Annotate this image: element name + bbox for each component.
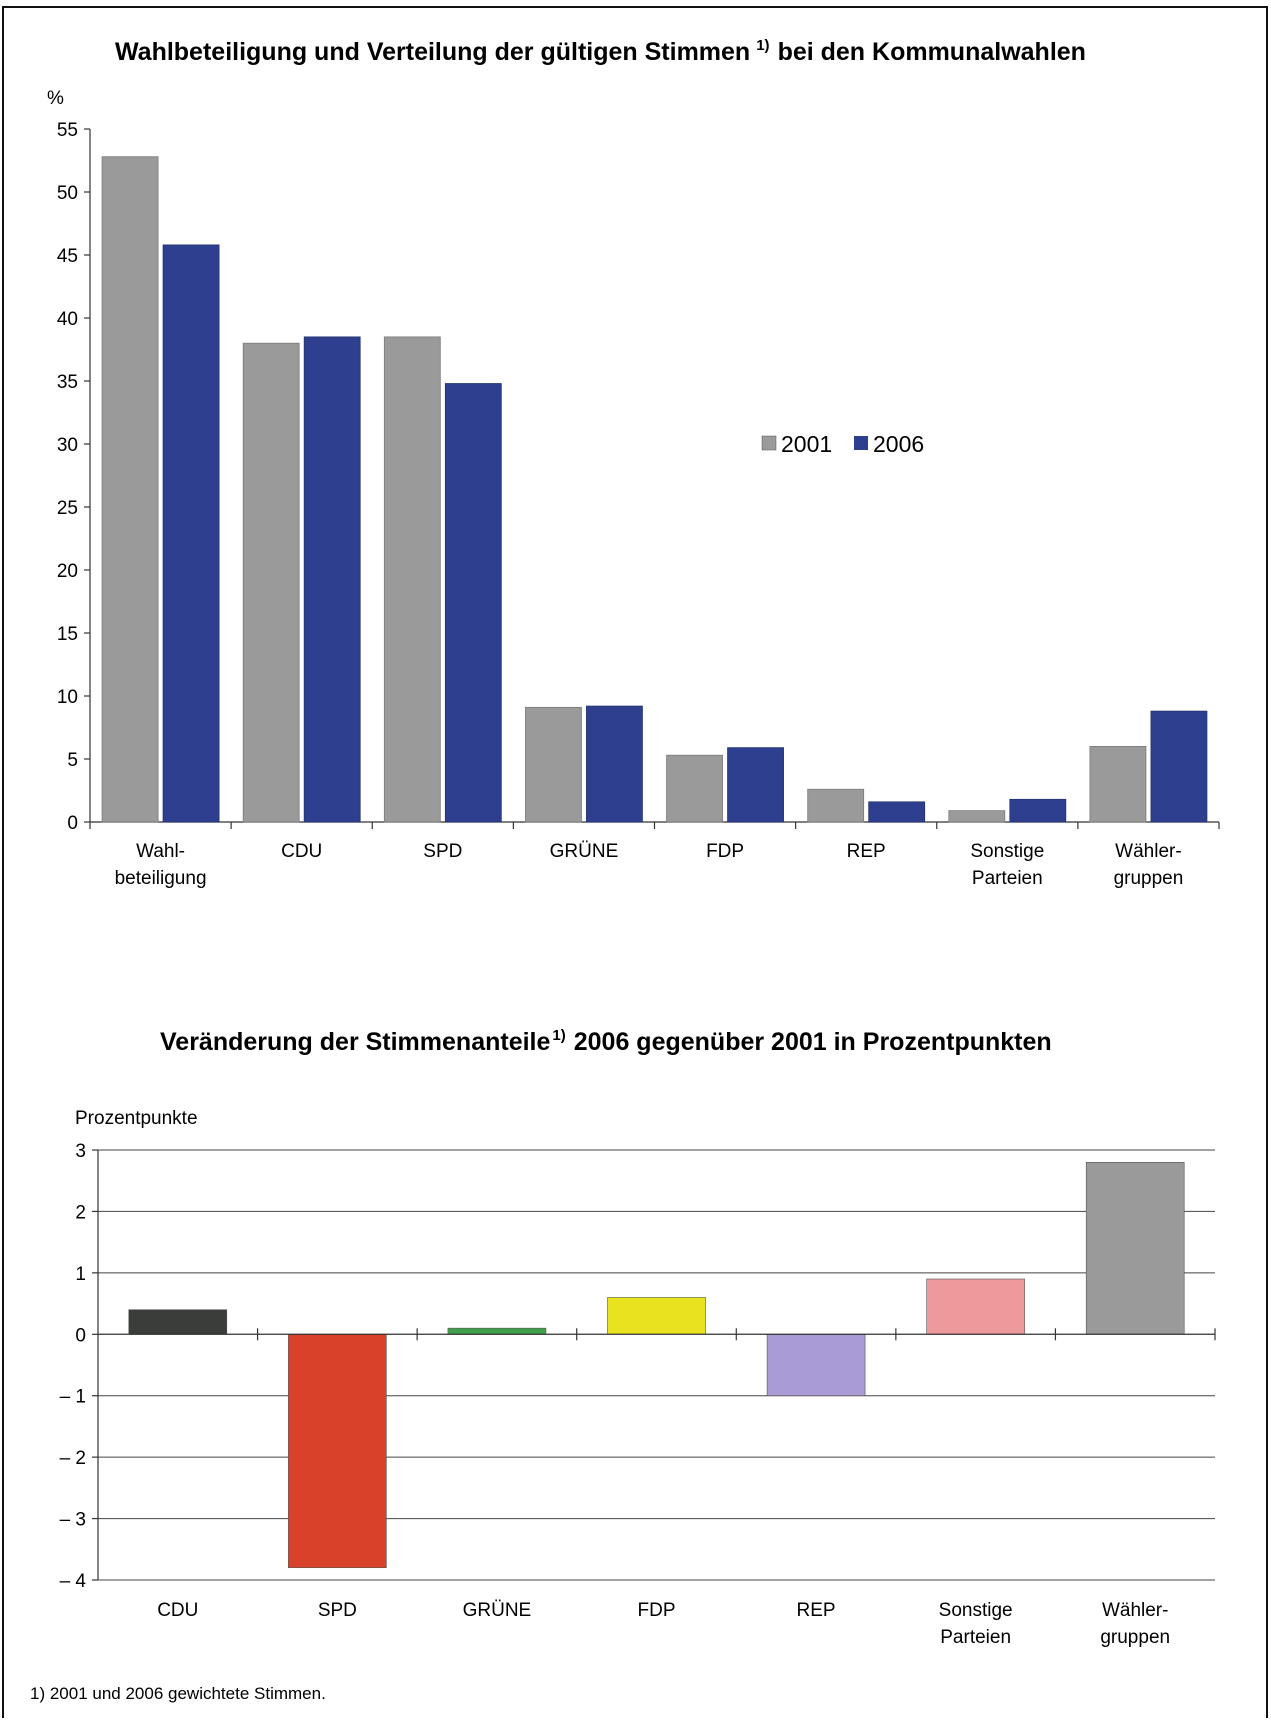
chart2-y-tick-label: – 3 — [60, 1510, 86, 1531]
chart2-y-tick-label: 0 — [75, 1325, 86, 1346]
chart2-y-tick-label: 2 — [75, 1202, 86, 1223]
chart2-bar-spd — [288, 1333, 387, 1569]
chart2-y-tick-label: – 2 — [60, 1448, 86, 1469]
chart1-category-label: GRÜNE — [550, 841, 619, 862]
chart1-category-label: SPD — [423, 841, 462, 862]
chart1-bar-2006 — [162, 244, 220, 823]
chart1-y-tick-label: 5 — [67, 750, 78, 771]
footnote: 1) 2001 und 2006 gewichtete Stimmen. — [30, 1684, 326, 1703]
chart1-bar-2006 — [1150, 710, 1208, 823]
chart2-bar-cdu — [128, 1309, 228, 1335]
chart1-bar-2001 — [666, 754, 723, 823]
chart2-bar-grüne — [447, 1327, 547, 1335]
chart2-y-tick-label: – 1 — [60, 1387, 86, 1408]
legend-label-2006: 2006 — [873, 431, 924, 457]
chart1-bar-2006 — [868, 801, 926, 823]
chart1-bar-2006 — [1009, 798, 1067, 823]
chart2-y-tick-label: 3 — [75, 1141, 86, 1162]
chart1-category-label: Wähler- — [1115, 841, 1182, 862]
chart1-bar-2006 — [586, 705, 643, 823]
chart1-y-unit: % — [47, 88, 64, 109]
chart1-y-tick-label: 30 — [57, 435, 78, 456]
chart2-bar-rep — [766, 1333, 866, 1397]
chart1-category-label: Wahl- — [136, 841, 185, 862]
chart2-category-label: GRÜNE — [463, 1600, 532, 1621]
chart2-category-label: Parteien — [940, 1627, 1011, 1648]
chart1-bar-2006 — [303, 336, 361, 823]
chart1-title: Wahlbeteiligung und Verteilung der gülti… — [115, 37, 1086, 66]
chart2-bar-fdp — [607, 1297, 706, 1335]
chart1-legend: 2001 2006 — [761, 431, 924, 457]
chart1-y-tick-label: 45 — [57, 246, 78, 267]
chart1-category-label: REP — [847, 841, 886, 862]
chart2-category-label: gruppen — [1100, 1627, 1170, 1648]
chart2-y-unit: Prozentpunkte — [75, 1108, 198, 1129]
chart1-bar-2001 — [101, 156, 159, 823]
chart1-category-label: gruppen — [1114, 868, 1184, 889]
chart1-y-tick-label: 20 — [57, 561, 78, 582]
chart1-category-label: CDU — [281, 841, 322, 862]
chart2-plot: 3 2 1 0 – 1 – 2 – 3 – 4 CDU SPD GRÜNE FDP REP Sonstig… — [60, 1141, 1216, 1648]
chart1-bar-2001 — [242, 342, 300, 823]
chart2-category-label: CDU — [157, 1600, 198, 1621]
chart1-bar-2001 — [807, 788, 865, 823]
chart1-y-tick-label: 25 — [57, 498, 78, 519]
chart1-category-label: Sonstige — [970, 841, 1044, 862]
chart1-y-tick-label: 55 — [57, 120, 78, 141]
chart1-category-label: FDP — [706, 841, 744, 862]
chart1-bar-2006 — [727, 747, 784, 823]
chart1-category-label: beteiligung — [115, 868, 207, 889]
chart2-title: Veränderung der Stimmenanteile 1) 2006 geg… — [160, 1027, 1052, 1056]
chart1-plot: 0 5 10 15 20 25 30 35 40 45 50 55 Wahl-beteiligung CD… — [57, 120, 1220, 889]
chart1-y-tick-label: 50 — [57, 183, 78, 204]
chart1-y-tick-label: 15 — [57, 624, 78, 645]
chart2-y-tick-label: – 4 — [60, 1571, 87, 1592]
chart1-y-tick-label: 10 — [57, 687, 78, 708]
chart2-y-tick-label: 1 — [75, 1264, 86, 1285]
chart1-bar-2006 — [444, 383, 502, 823]
chart1-y-tick-label: 0 — [67, 813, 78, 834]
chart2-category-label: Wähler- — [1102, 1600, 1169, 1621]
chart1-bar-2001 — [525, 706, 582, 823]
legend-label-2001: 2001 — [781, 431, 832, 457]
legend-swatch-2001 — [761, 435, 777, 451]
chart1-y-tick-label: 40 — [57, 309, 78, 330]
chart1-bar-2001 — [383, 336, 441, 823]
chart1-bar-2001 — [1089, 746, 1147, 823]
chart2-category-label: FDP — [638, 1600, 676, 1621]
chart2-bar-sonstigeparteien — [926, 1278, 1025, 1335]
chart2-bar-wähler-gruppen — [1085, 1161, 1185, 1335]
chart2-category-label: Sonstige — [939, 1600, 1013, 1621]
chart1-y-tick-label: 35 — [57, 372, 78, 393]
page-frame — [2, 6, 1268, 1718]
chart1-category-label: Parteien — [972, 868, 1043, 889]
legend-swatch-2006 — [854, 436, 868, 450]
chart1-bar-2001 — [948, 810, 1006, 823]
chart2-category-label: REP — [797, 1600, 836, 1621]
chart2-category-label: SPD — [318, 1600, 357, 1621]
